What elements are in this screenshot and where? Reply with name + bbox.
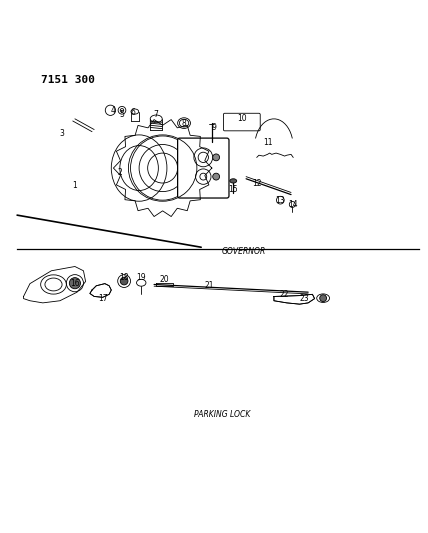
Text: 9: 9 <box>211 123 217 132</box>
Text: PARKING LOCK: PARKING LOCK <box>194 410 251 418</box>
Text: 17: 17 <box>98 294 107 303</box>
Text: 23: 23 <box>299 294 309 303</box>
Text: 12: 12 <box>252 179 262 188</box>
Text: 21: 21 <box>205 281 214 290</box>
Text: GOVERNOR: GOVERNOR <box>222 247 266 256</box>
Text: 11: 11 <box>263 138 272 147</box>
Circle shape <box>69 278 80 289</box>
Text: 16: 16 <box>70 279 80 288</box>
Text: 5: 5 <box>119 110 125 119</box>
Text: 22: 22 <box>280 290 289 299</box>
Polygon shape <box>90 284 111 297</box>
Ellipse shape <box>230 179 237 183</box>
Text: 8: 8 <box>181 119 187 127</box>
Text: 1: 1 <box>72 181 77 190</box>
Text: 7151 300: 7151 300 <box>42 75 95 85</box>
Text: 6: 6 <box>130 108 135 117</box>
Text: 13: 13 <box>276 196 285 205</box>
FancyBboxPatch shape <box>178 138 229 198</box>
Text: 18: 18 <box>119 273 129 282</box>
Text: 20: 20 <box>160 275 169 284</box>
Circle shape <box>120 277 128 285</box>
Text: 3: 3 <box>59 130 65 139</box>
Circle shape <box>213 173 220 180</box>
Text: 2: 2 <box>117 168 122 177</box>
Text: 14: 14 <box>288 200 298 209</box>
Circle shape <box>320 295 327 302</box>
Text: 15: 15 <box>229 185 238 194</box>
Text: 7: 7 <box>154 110 159 119</box>
Polygon shape <box>274 294 315 304</box>
Text: 19: 19 <box>137 273 146 282</box>
FancyBboxPatch shape <box>223 114 260 131</box>
Text: 10: 10 <box>237 115 247 123</box>
Text: 4: 4 <box>111 106 116 115</box>
Circle shape <box>213 154 220 161</box>
